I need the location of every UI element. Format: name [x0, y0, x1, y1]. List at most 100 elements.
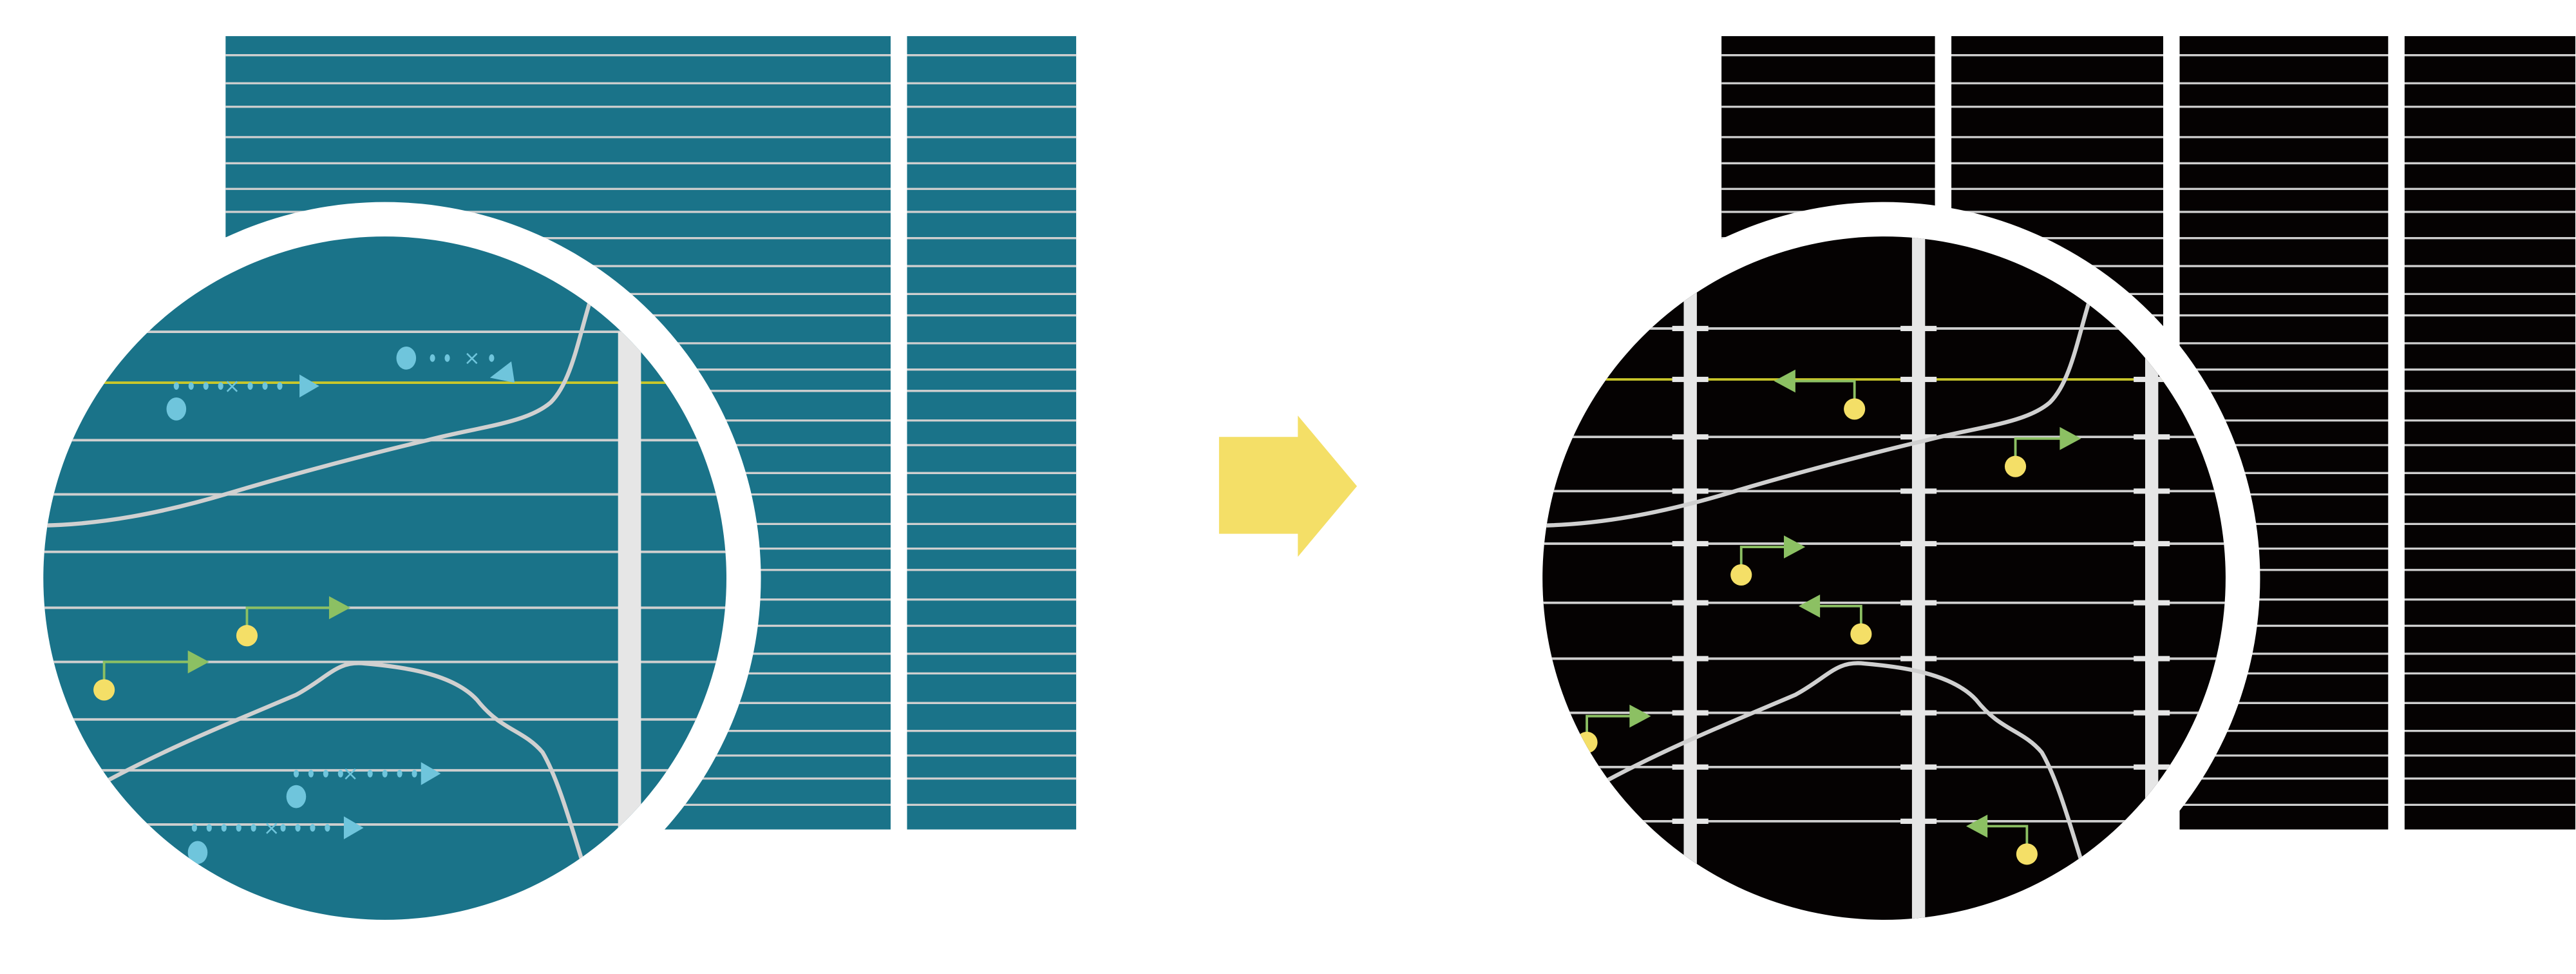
junction-tick: [1900, 600, 1937, 606]
junction-tick: [1900, 764, 1937, 770]
diffusion-dot: [412, 770, 417, 778]
junction-tick: [1900, 818, 1937, 824]
arrowhead-icon: [489, 361, 515, 383]
junction-tick: [1672, 710, 1709, 716]
junction-tick: [1900, 656, 1937, 662]
particle-dot: [236, 625, 258, 647]
arrowhead-icon: [1784, 535, 1806, 559]
diffusion-particle: [286, 785, 307, 808]
arrowhead-icon: [1966, 814, 1988, 838]
junction-tick: [2134, 764, 2170, 770]
lower-curve: [1597, 661, 2087, 872]
junction-tick: [2134, 376, 2170, 383]
lower-curve: [98, 661, 587, 872]
diffusion-particle: [396, 346, 417, 370]
diffusion-dot: [323, 770, 328, 778]
diffusion-dot: [236, 824, 242, 832]
diffusion-dot: [188, 382, 194, 390]
diffusion-dot: [489, 354, 495, 362]
junction-tick: [2134, 540, 2170, 547]
diffusion-dot: [293, 770, 299, 778]
junction-tick: [1900, 540, 1937, 547]
column-gap: [2388, 32, 2405, 833]
cross-icon: ×: [263, 817, 280, 839]
junction-tick: [1672, 325, 1709, 332]
column-bar: [1911, 236, 1926, 920]
diffusion-dot: [221, 824, 227, 832]
particle-dot: [2004, 455, 2027, 477]
column-bar: [618, 332, 641, 857]
junction-tick: [1672, 656, 1709, 662]
junction-tick: [1900, 488, 1937, 494]
column-bar: [1683, 236, 1697, 920]
particle-dot: [1844, 398, 1866, 420]
junction-tick: [2134, 600, 2170, 606]
diffusion-particle: [187, 841, 208, 864]
diffusion-dot: [203, 382, 209, 390]
lens-background: [43, 236, 726, 920]
transition-arrow-shape: [1218, 415, 1358, 557]
junction-tick: [1672, 488, 1709, 494]
cross-icon: ×: [464, 347, 480, 370]
arrowhead-icon: [343, 816, 364, 839]
before-magnifier: × × × ×: [8, 202, 761, 955]
arrowhead-icon: [1798, 595, 1821, 618]
diffusion-dot: [277, 382, 283, 390]
arrowhead-icon: [299, 374, 319, 398]
diffusion-dot: [251, 824, 256, 832]
junction-tick: [2134, 488, 2170, 494]
column-bar: [2145, 236, 2159, 920]
cross-icon: ×: [224, 375, 241, 397]
particle-dot: [1730, 564, 1752, 586]
junction-tick: [1672, 434, 1709, 440]
diffusion-dot: [430, 354, 435, 362]
junction-tick: [1900, 376, 1937, 383]
junction-tick: [1900, 325, 1937, 332]
junction-tick: [1900, 710, 1937, 716]
upper-curve: [1542, 294, 2093, 528]
diffusion-dot: [280, 824, 286, 832]
upper-curve: [43, 294, 594, 528]
diffusion-dot: [262, 382, 268, 390]
diffusion-dot: [173, 382, 179, 390]
diffusion-dot: [382, 770, 388, 778]
right-arrow-icon: [1218, 415, 1358, 557]
boundary-curves: [43, 294, 594, 872]
diffusion-dot: [218, 382, 223, 390]
particle-dot: [93, 679, 115, 701]
junction-tick: [2134, 656, 2170, 662]
column-gap: [890, 32, 907, 833]
diffusion-dot: [337, 770, 343, 778]
diffusion-dot: [295, 824, 301, 832]
lens-background: [1542, 236, 2226, 920]
arrowhead-icon: [187, 650, 209, 674]
diffusion-particle: [166, 397, 187, 421]
junction-tick: [1672, 540, 1709, 547]
arrowhead-icon: [1629, 704, 1651, 728]
particle-dot: [2016, 843, 2038, 865]
diffusion-dot: [310, 824, 316, 832]
cross-icon: ×: [342, 763, 359, 785]
diffusion-dot: [397, 770, 402, 778]
arrowhead-icon: [328, 596, 351, 620]
diffusion-dot: [308, 770, 314, 778]
diffusion-dot: [247, 382, 253, 390]
arrowhead-icon: [2060, 426, 2081, 450]
diffusion-dot: [444, 354, 450, 362]
junction-tick: [1900, 434, 1937, 440]
junction-tick: [1672, 818, 1709, 824]
junction-tick: [2134, 710, 2170, 716]
diffusion-dot: [325, 824, 330, 832]
after-magnifier: [1508, 202, 2260, 955]
diffusion-dot: [206, 824, 212, 832]
boundary-curves: [1542, 294, 2093, 872]
arrowhead-icon: [1774, 369, 1795, 393]
diffusion-dot: [367, 770, 373, 778]
particle-dot: [1850, 623, 1872, 645]
junction-tick: [1672, 600, 1709, 606]
junction-tick: [1672, 764, 1709, 770]
junction-tick: [2134, 434, 2170, 440]
lens-content: × × × ×: [43, 294, 726, 872]
diffusion-dot: [191, 824, 197, 832]
